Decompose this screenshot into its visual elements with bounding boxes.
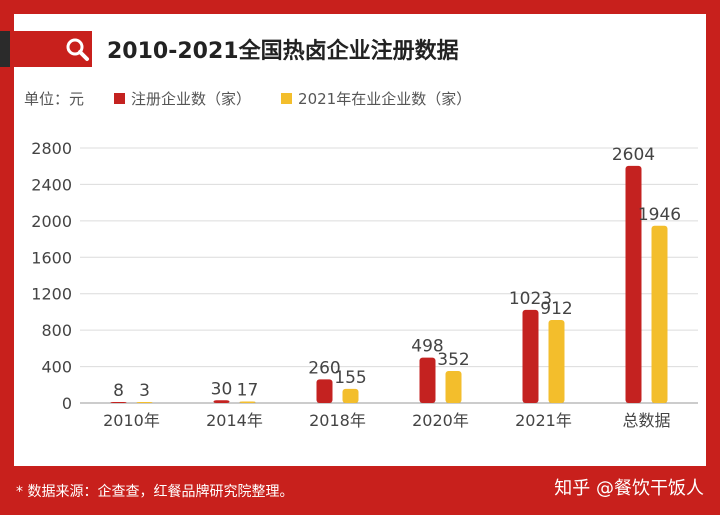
data-label: 1023 [509,289,552,309]
x-tick-label: 2010年 [103,411,160,430]
data-label: 912 [540,299,572,319]
bar [342,388,359,403]
bar [316,379,333,403]
legend-swatch-active [281,93,293,104]
x-tick-label: 2021年 [515,411,572,430]
y-tick-label: 1600 [31,248,72,267]
legend-item-active: 2021年在业企业数（家） [281,88,471,109]
x-tick-label: 2020年 [412,411,469,430]
page-title: 2010-2021全国热卤企业注册数据 [107,39,459,64]
y-tick-label: 800 [41,321,72,340]
data-label: 1946 [638,205,681,225]
bar [548,319,565,403]
bar [625,165,642,403]
search-icon [62,31,92,67]
bar [651,225,668,403]
source-note: * 数据来源：企查查，红餐品牌研究院整理。 [16,484,294,500]
x-tick-label: 2018年 [309,411,366,430]
bar [522,309,539,403]
watermark: 知乎 @餐饮干饭人 [554,478,704,499]
data-label: 8 [113,381,124,401]
chart-card [14,14,706,466]
legend-swatch-registered [114,93,126,104]
x-tick-label: 总数据 [622,411,670,430]
bar [110,402,127,403]
y-tick-label: 0 [62,394,72,413]
y-tick-label: 400 [41,358,72,377]
data-label: 352 [437,350,469,370]
bar [419,357,436,403]
legend-label-registered: 注册企业数（家） [131,90,252,108]
data-label: 498 [411,337,443,357]
bar [213,400,230,403]
unit-label: 单位：元 [24,90,85,108]
y-tick-label: 1200 [31,285,72,304]
y-tick-label: 2000 [31,212,72,231]
title-accent-edge [0,31,10,67]
y-tick-label: 2400 [31,175,72,194]
y-tick-label: 2800 [31,139,72,158]
data-label: 260 [308,358,340,378]
data-label: 155 [334,368,366,388]
bar [445,370,462,403]
data-label: 2604 [612,145,655,165]
title-accent-bar [0,31,92,67]
legend-row: 单位：元 注册企业数（家） 2021年在业企业数（家） [24,88,471,109]
x-tick-label: 2014年 [206,411,263,430]
data-label: 3 [139,381,150,401]
legend-item-registered: 注册企业数（家） [114,88,251,109]
bar [136,402,153,403]
bar [239,401,256,403]
data-label: 17 [237,380,259,400]
data-label: 30 [211,379,233,399]
legend-label-active: 2021年在业企业数（家） [298,90,472,108]
